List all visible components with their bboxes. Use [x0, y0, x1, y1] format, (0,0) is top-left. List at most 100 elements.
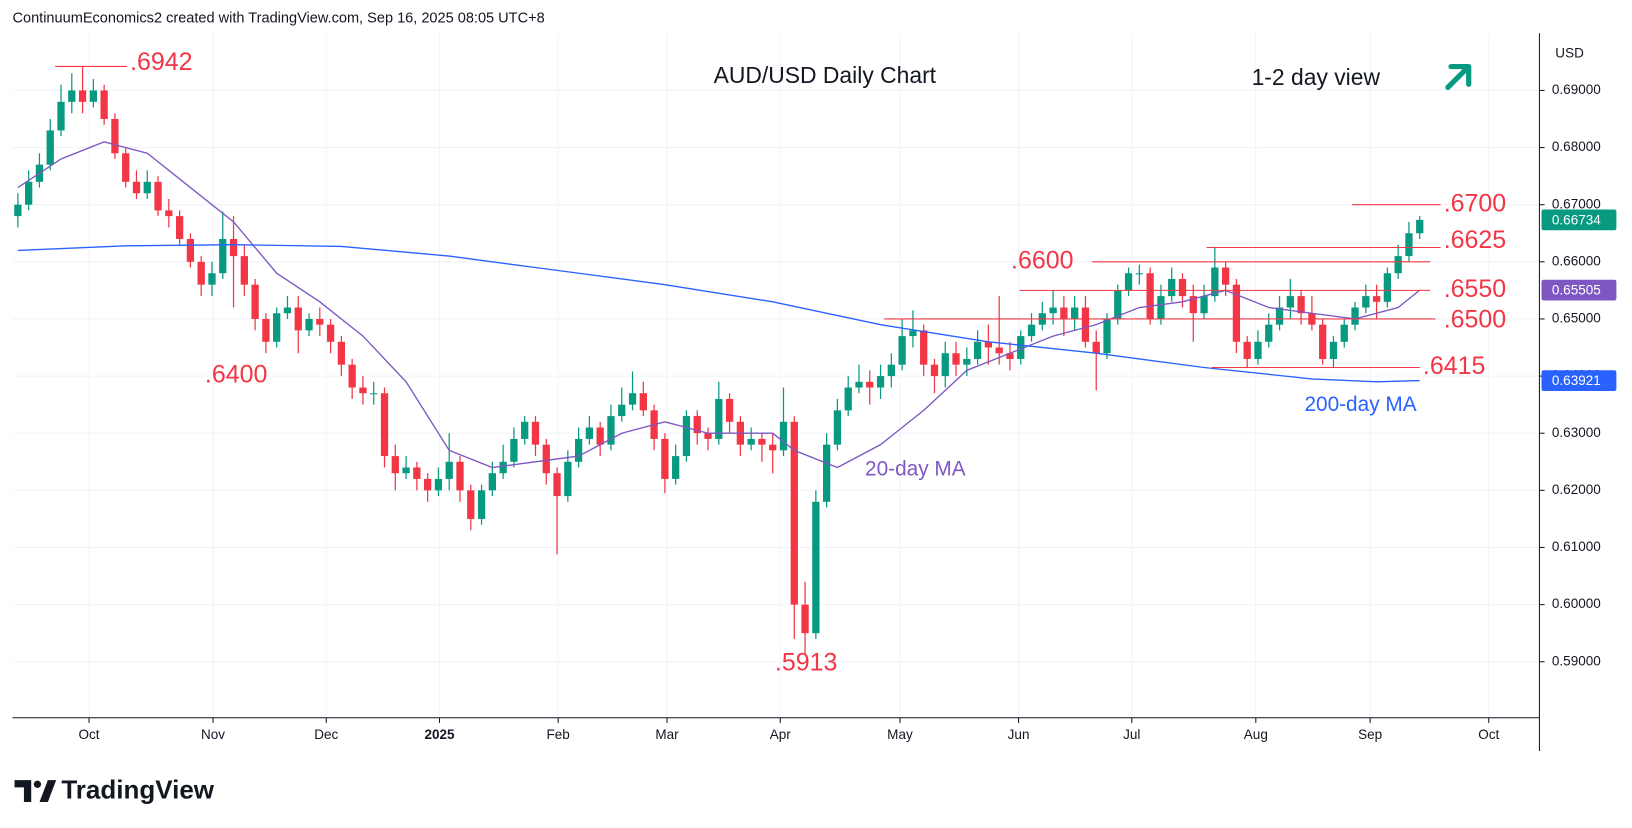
candle-body: [1329, 341, 1338, 359]
candle-body: [326, 324, 335, 342]
candle-body: [488, 473, 496, 491]
ma-line: [17, 141, 1421, 469]
y-tick-label: 0.59000: [1552, 653, 1601, 668]
candle-body: [1017, 336, 1025, 359]
candle-body: [445, 461, 453, 479]
candle-body: [316, 318, 324, 325]
candle-body: [693, 416, 701, 434]
candle-body: [143, 181, 151, 194]
candle-body: [305, 318, 313, 331]
x-tick-label: Jun: [1008, 727, 1030, 742]
x-tick-label: Apr: [770, 727, 792, 742]
y-tick-label: 0.61000: [1552, 539, 1601, 554]
candle-body: [1351, 307, 1359, 325]
candle-body: [1178, 278, 1187, 297]
price-tag: [1541, 209, 1617, 231]
candle-body: [1394, 256, 1402, 274]
candle-body: [14, 204, 22, 217]
candle-body: [725, 398, 734, 422]
candle-body: [283, 307, 292, 314]
candle-body: [1243, 341, 1251, 359]
candle-body: [1232, 284, 1241, 342]
candle-body: [607, 416, 615, 445]
candle-body: [1362, 296, 1370, 308]
y-tick-label: 0.67000: [1552, 196, 1601, 211]
candle-body: [769, 444, 777, 451]
y-tick-label: 0.60000: [1552, 596, 1601, 611]
candle-body: [855, 381, 863, 388]
x-tick-label: Dec: [314, 727, 338, 742]
candle-body: [1071, 307, 1079, 319]
y-tick-label: 0.62000: [1552, 482, 1601, 497]
candle-body: [542, 444, 550, 474]
candle-body: [434, 478, 443, 491]
candle-body: [973, 341, 982, 359]
level-label: .6700: [1444, 189, 1506, 217]
candle-body: [1157, 296, 1165, 319]
candle-body: [909, 330, 917, 337]
level-label: .6942: [130, 48, 192, 76]
candle-body: [197, 261, 205, 285]
x-tick-label: Sep: [1358, 727, 1382, 742]
candle-body: [229, 238, 238, 257]
candle-body: [833, 410, 842, 445]
candle-body: [1049, 307, 1057, 314]
candle-body: [866, 381, 874, 388]
candle-body: [111, 118, 119, 154]
up-arrow-icon: [1445, 63, 1472, 90]
candle-body: [876, 376, 885, 388]
candle-body: [208, 273, 216, 285]
x-tick-label: Aug: [1244, 727, 1268, 742]
level-label: .6550: [1444, 275, 1506, 303]
candle-body: [1297, 296, 1305, 314]
y-tick-label: 0.69000: [1552, 82, 1601, 97]
candle-body: [122, 153, 130, 182]
level-label: .5913: [775, 648, 837, 676]
candle-body: [294, 307, 302, 331]
candle-body: [704, 433, 712, 439]
candle-body: [715, 398, 723, 439]
candle-body: [1168, 278, 1176, 297]
logo-text: TradingView: [61, 774, 214, 804]
candle-body: [1405, 233, 1413, 257]
candle-body: [564, 461, 572, 497]
candle-body: [779, 421, 788, 451]
candle-body: [963, 358, 971, 365]
level-label: .6400: [205, 361, 267, 389]
candle-body: [1006, 353, 1014, 359]
candle-body: [1114, 290, 1122, 319]
candle-body: [219, 238, 227, 274]
x-tick-label: Nov: [201, 727, 225, 742]
candle-body: [1416, 219, 1424, 234]
candle-body: [402, 467, 410, 474]
x-tick-label: 2025: [424, 727, 455, 742]
y-tick-label: 0.68000: [1552, 139, 1601, 154]
candle-body: [995, 347, 1003, 354]
candle-body: [100, 90, 108, 119]
candle-body: [1275, 307, 1284, 325]
candle-body: [844, 387, 852, 411]
candle-body: [467, 490, 475, 519]
x-tick-label: Mar: [655, 727, 679, 742]
level-label: .6625: [1444, 226, 1506, 254]
candle-body: [1027, 324, 1036, 337]
x-tick-label: Oct: [1478, 727, 1499, 742]
candle-body: [1189, 296, 1197, 314]
x-tick-label: Feb: [546, 727, 569, 742]
price-tag-label: 0.63921: [1552, 373, 1601, 388]
candle-body: [57, 101, 65, 131]
candle-body: [747, 438, 755, 445]
candle-body: [618, 404, 626, 417]
candle-body: [585, 427, 594, 439]
candle-body: [790, 421, 798, 605]
price-tag: [1541, 370, 1617, 391]
plot: [14, 66, 1424, 655]
tradingview-logo: TradingView: [14, 774, 215, 804]
candle-body: [1372, 296, 1381, 302]
candle-body: [1135, 273, 1143, 275]
candle-body: [553, 473, 561, 497]
candle-body: [596, 427, 604, 445]
candle-body: [941, 353, 949, 377]
